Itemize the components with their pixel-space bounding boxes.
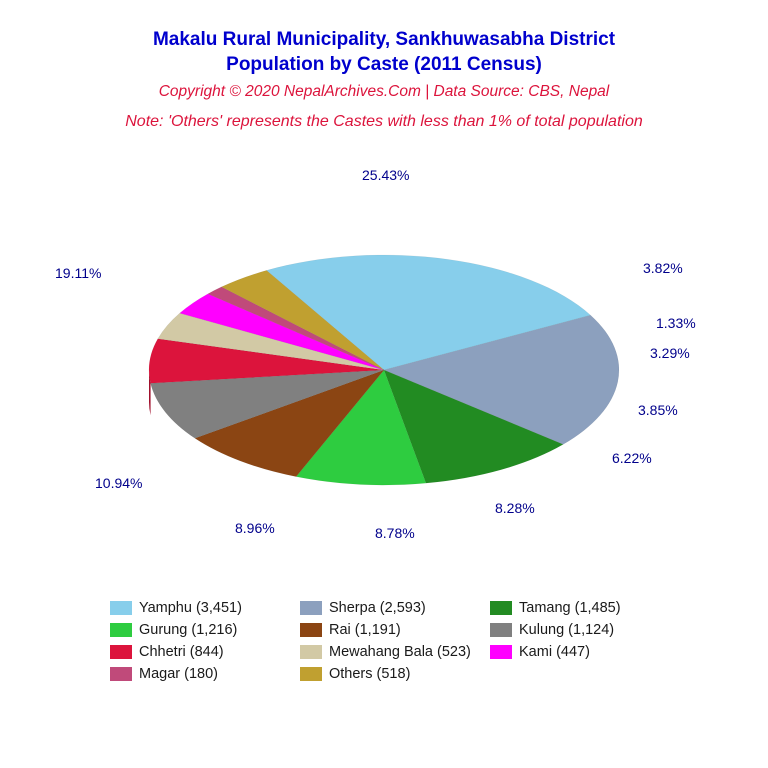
- legend-item: Kami (447): [490, 644, 670, 660]
- legend-swatch: [300, 667, 322, 681]
- legend-item: Yamphu (3,451): [110, 600, 290, 616]
- legend-swatch: [300, 623, 322, 637]
- pct-label: 6.22%: [612, 450, 652, 466]
- legend-swatch: [300, 645, 322, 659]
- legend-label: Yamphu (3,451): [139, 600, 242, 616]
- legend-swatch: [490, 645, 512, 659]
- legend-label: Rai (1,191): [329, 622, 401, 638]
- legend-label: Magar (180): [139, 666, 218, 682]
- pct-label: 8.78%: [375, 525, 415, 541]
- legend-swatch: [110, 645, 132, 659]
- pct-label: 1.33%: [656, 315, 696, 331]
- pct-label: 3.29%: [650, 345, 690, 361]
- legend-label: Kami (447): [519, 644, 590, 660]
- legend-swatch: [110, 667, 132, 681]
- note-text: Note: 'Others' represents the Castes wit…: [0, 113, 768, 131]
- pct-label: 25.43%: [362, 167, 409, 183]
- legend-label: Gurung (1,216): [139, 622, 237, 638]
- pct-label: 19.11%: [55, 265, 101, 281]
- pct-label: 3.85%: [638, 402, 678, 418]
- legend-item: Tamang (1,485): [490, 600, 670, 616]
- pct-label: 8.96%: [235, 520, 275, 536]
- title-block: Makalu Rural Municipality, Sankhuwasabha…: [0, 0, 768, 131]
- legend-item: Others (518): [300, 666, 480, 682]
- pie-chart: 25.43% 19.11% 10.94% 8.96% 8.78% 8.28% 6.22% 3.…: [0, 170, 768, 550]
- legend-label: Others (518): [329, 666, 410, 682]
- legend-item: Rai (1,191): [300, 622, 480, 638]
- chart-title-line2: Population by Caste (2011 Census): [0, 53, 768, 78]
- legend-label: Mewahang Bala (523): [329, 644, 471, 660]
- legend-item: Chhetri (844): [110, 644, 290, 660]
- legend-swatch: [110, 623, 132, 637]
- legend-item: Mewahang Bala (523): [300, 644, 480, 660]
- legend-item: Magar (180): [110, 666, 290, 682]
- legend-label: Kulung (1,124): [519, 622, 614, 638]
- pct-label: 8.28%: [495, 500, 535, 516]
- legend: Yamphu (3,451) Sherpa (2,593) Tamang (1,48…: [110, 600, 670, 682]
- legend-label: Chhetri (844): [139, 644, 224, 660]
- legend-item: Sherpa (2,593): [300, 600, 480, 616]
- legend-item: Kulung (1,124): [490, 622, 670, 638]
- legend-item: Gurung (1,216): [110, 622, 290, 638]
- copyright-text: Copyright © 2020 NepalArchives.Com | Dat…: [0, 83, 768, 101]
- pct-label: 3.82%: [643, 260, 683, 276]
- legend-label: Sherpa (2,593): [329, 600, 426, 616]
- legend-swatch: [300, 601, 322, 615]
- legend-swatch: [110, 601, 132, 615]
- legend-swatch: [490, 601, 512, 615]
- legend-label: Tamang (1,485): [519, 600, 621, 616]
- chart-title-line1: Makalu Rural Municipality, Sankhuwasabha…: [0, 28, 768, 53]
- legend-swatch: [490, 623, 512, 637]
- pct-label: 10.94%: [95, 475, 142, 491]
